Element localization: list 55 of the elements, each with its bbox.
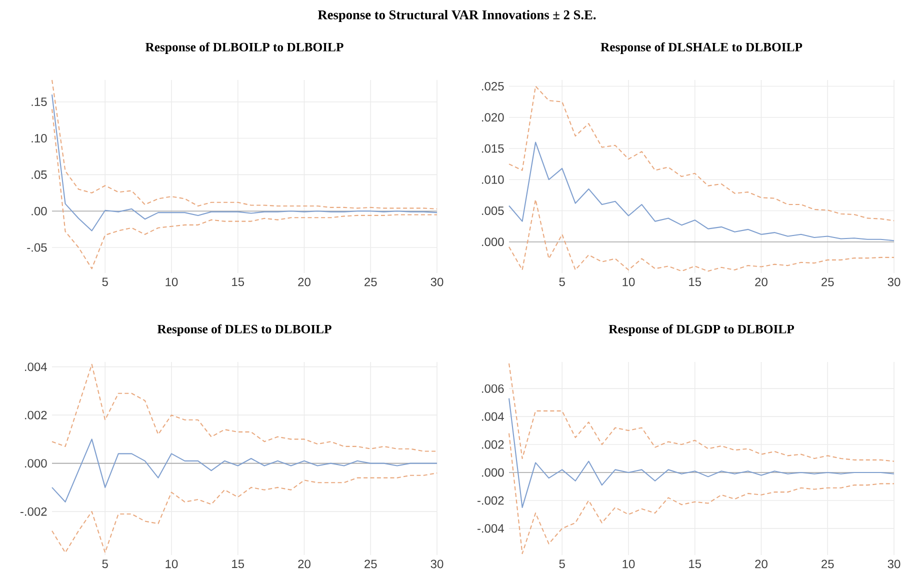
y-tick-label: .004 xyxy=(25,362,47,372)
x-tick-label: 30 xyxy=(888,560,900,568)
y-tick-label: .000 xyxy=(482,238,504,246)
y-tick-label: -.05 xyxy=(27,243,47,252)
y-tick-label: .10 xyxy=(32,134,47,143)
y-tick-label: .00 xyxy=(32,206,47,216)
x-tick-label: 20 xyxy=(298,560,310,568)
y-tick-label: .000 xyxy=(482,468,504,477)
chart-title: Response of DLSHALE to DLBOILP xyxy=(600,42,802,54)
chart-title: Response of DLES to DLBOILP xyxy=(157,324,332,336)
y-tick-label: .025 xyxy=(482,82,504,90)
y-tick-label: .005 xyxy=(482,206,504,215)
x-tick-label: 15 xyxy=(689,560,702,568)
x-tick-label: 10 xyxy=(166,560,178,568)
x-tick-label: 5 xyxy=(559,560,565,568)
y-tick-label: -.002 xyxy=(20,507,47,516)
line-series xyxy=(508,86,895,222)
line-series xyxy=(508,199,895,272)
y-tick-label: .020 xyxy=(482,113,504,122)
y-tick-label: .15 xyxy=(32,98,47,106)
x-tick-label: 25 xyxy=(822,560,834,568)
line-series xyxy=(51,364,438,452)
x-tick-label: 30 xyxy=(430,278,444,286)
y-tick-label: -.002 xyxy=(477,496,504,505)
x-tick-label: 15 xyxy=(232,560,244,568)
y-tick-label: .000 xyxy=(25,459,47,468)
y-tick-label: .006 xyxy=(482,384,504,393)
x-tick-label: 20 xyxy=(755,560,768,568)
x-tick-label: 25 xyxy=(364,560,377,568)
y-tick-label: .010 xyxy=(482,175,504,184)
x-tick-label: 30 xyxy=(888,278,900,286)
x-tick-label: 30 xyxy=(430,560,444,568)
x-tick-label: 5 xyxy=(559,278,565,286)
line-series xyxy=(508,142,895,242)
chart-title: Response of DLGDP to DLBOILP xyxy=(608,324,794,336)
x-tick-label: 5 xyxy=(102,278,108,286)
x-tick-label: 10 xyxy=(166,278,178,286)
x-tick-label: 10 xyxy=(622,560,635,568)
y-tick-label: .015 xyxy=(482,144,504,153)
y-tick-label: .05 xyxy=(32,170,47,179)
chart-title: Response of DLBOILP to DLBOILP xyxy=(145,42,344,54)
x-tick-label: 15 xyxy=(232,278,244,286)
x-tick-label: 25 xyxy=(364,278,377,286)
y-tick-label: .004 xyxy=(482,412,504,421)
y-tick-label: .002 xyxy=(25,410,47,420)
y-tick-label: -.004 xyxy=(477,524,504,533)
y-tick-label: .002 xyxy=(482,440,504,449)
x-tick-label: 5 xyxy=(102,560,108,568)
x-tick-label: 10 xyxy=(622,278,635,286)
x-tick-label: 20 xyxy=(755,278,768,286)
line-series xyxy=(508,432,895,554)
text: Response to Structural VAR Innovations ± 2 S.E. xyxy=(318,10,596,22)
x-tick-label: 15 xyxy=(689,278,702,286)
x-tick-label: 25 xyxy=(822,278,834,286)
x-tick-label: 20 xyxy=(298,278,310,286)
